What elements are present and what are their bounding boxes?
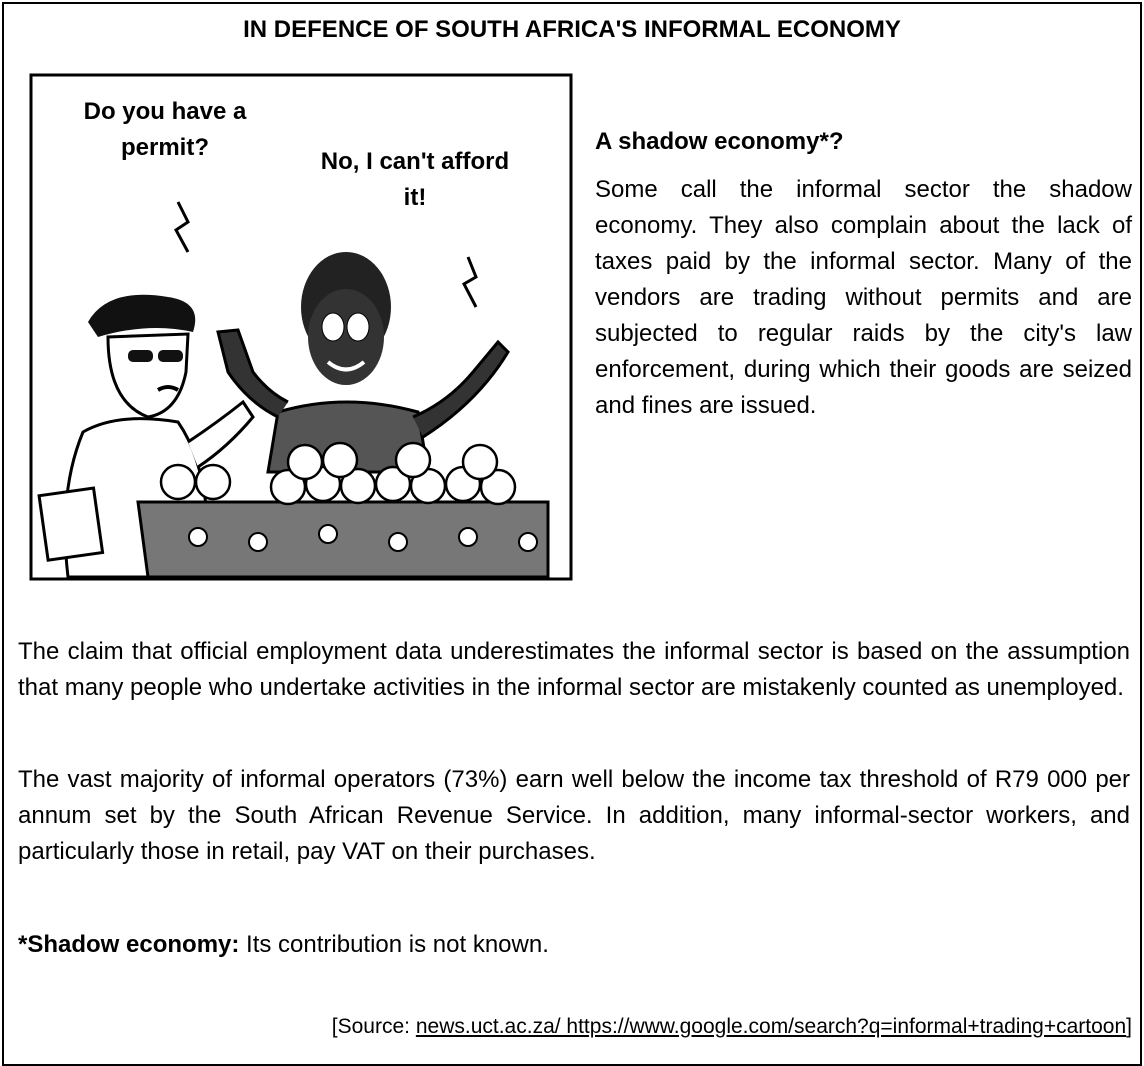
source-suffix: ] — [1126, 1015, 1132, 1038]
footnote: *Shadow economy: Its contribution is not… — [18, 927, 549, 963]
sidebar-heading: A shadow economy*? — [595, 128, 843, 156]
speech-bubble: No, I can't afford it! — [315, 144, 515, 216]
page: IN DEFENCE OF SOUTH AFRICA'S INFORMAL EC… — [0, 0, 1144, 1052]
sidebar-text: Some call the informal sector the shadow… — [595, 172, 1132, 424]
speech-bubble: Do you have a permit? — [45, 94, 285, 166]
footnote-term: *Shadow economy: — [18, 931, 239, 958]
paragraph: The claim that official employment data … — [18, 634, 1130, 706]
source-prefix: [Source: — [332, 1015, 410, 1038]
paragraph: The vast majority of informal operators … — [18, 762, 1130, 870]
source: [Source: news.uct.ac.za/ https://www.goo… — [332, 1015, 1132, 1039]
source-link: news.uct.ac.za/ https://www.google.com/s… — [416, 1015, 1126, 1038]
footnote-text: Its contribution is not known. — [246, 931, 549, 958]
title: IN DEFENCE OF SOUTH AFRICA'S INFORMAL EC… — [0, 16, 1144, 44]
